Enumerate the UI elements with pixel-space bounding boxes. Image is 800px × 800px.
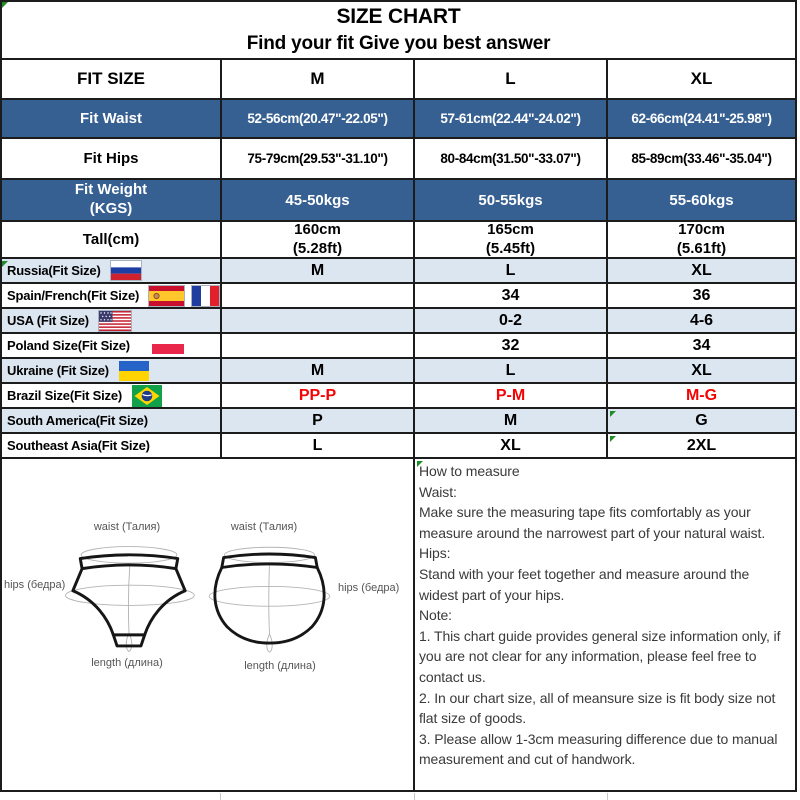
excel-error-marker: [2, 2, 8, 8]
france-flag-icon: [192, 285, 220, 306]
poland-flag-icon: [151, 337, 184, 354]
panty-front-diagram: [65, 546, 195, 652]
weight-m: 45-50kgs: [222, 180, 415, 220]
page-title: SIZE CHART: [336, 5, 461, 28]
excel-error-marker: [610, 411, 616, 417]
country-label: Poland Size(Fit Size): [7, 338, 130, 353]
country-label: Russia(Fit Size): [7, 263, 101, 278]
excel-error-marker: [417, 461, 423, 467]
header-fit-size: FIT SIZE: [2, 60, 222, 98]
fit-hips-row: Fit Hips 75-79cm(29.53"-31.10") 80-84cm(…: [2, 139, 795, 180]
country-value: P-M: [415, 384, 608, 407]
row-label: Fit Waist: [2, 100, 222, 137]
row-label: Fit Weight (KGS): [2, 180, 222, 220]
country-label: Brazil Size(Fit Size): [7, 388, 122, 403]
country-value: XL: [415, 434, 608, 457]
country-value: 32: [415, 334, 608, 357]
country-row-south-america: South America(Fit Size) P M G: [2, 409, 795, 434]
country-row-southeast-asia: Southeast Asia(Fit Size) L XL 2XL: [2, 434, 795, 459]
header-size-l: L: [415, 60, 608, 98]
country-value: L: [415, 259, 608, 282]
hips-m: 75-79cm(29.53"-31.10"): [222, 139, 415, 178]
length-label-back: length (длина): [244, 660, 316, 672]
panty-back-diagram: [208, 546, 331, 653]
gridline: [607, 793, 608, 800]
fit-weight-row: Fit Weight (KGS) 45-50kgs 50-55kgs 55-60…: [2, 180, 795, 222]
excel-error-marker: [2, 261, 8, 267]
header-size-xl: XL: [690, 69, 713, 88]
country-label: Spain/French(Fit Size): [7, 288, 140, 303]
country-label: Ukraine (Fit Size): [7, 363, 109, 378]
country-label: South America(Fit Size): [7, 413, 148, 428]
country-value: XL: [691, 361, 712, 379]
country-value: 34: [692, 336, 711, 354]
header-size-m: M: [222, 60, 415, 98]
page-subtitle: Find your fit Give you best answer: [246, 33, 551, 54]
country-row-brazil: Brazil Size(Fit Size) PP-P P-M M-G: [2, 384, 795, 409]
gridline: [414, 793, 415, 800]
row-label: Fit Hips: [2, 139, 222, 178]
country-value: L: [415, 359, 608, 382]
fit-waist-row: Fit Waist 52-56cm(20.47"-22.05") 57-61cm…: [2, 100, 795, 139]
hips-xl: 85-89cm(33.46"-35.04"): [631, 151, 772, 166]
country-value: P: [222, 409, 415, 432]
country-value: M: [222, 259, 415, 282]
country-value: 0-2: [415, 309, 608, 332]
country-label: USA (Fit Size): [7, 313, 89, 328]
spain-flag-icon: [149, 285, 185, 306]
tall-m: 160cm (5.28ft): [222, 222, 415, 257]
country-value: [222, 284, 415, 307]
ukraine-flag-icon: [118, 360, 149, 381]
bottom-section: waist (Талия) waist (Талия): [2, 459, 795, 792]
measure-diagram-cell: waist (Талия) waist (Талия): [2, 459, 415, 790]
russia-flag-icon: [110, 261, 141, 280]
title-block: SIZE CHART Find your fit Give you best a…: [2, 2, 795, 60]
header-row: FIT SIZE M L XL: [2, 60, 795, 100]
country-label: Southeast Asia(Fit Size): [7, 438, 150, 453]
hips-label-front: hips (бедра): [4, 579, 66, 591]
country-value: [222, 334, 415, 357]
waist-m: 52-56cm(20.47"-22.05"): [222, 100, 415, 137]
country-value: L: [222, 434, 415, 457]
country-row-poland: Poland Size(Fit Size) 32 34: [2, 334, 795, 359]
how-to-measure-text: How to measure Waist: Make sure the meas…: [419, 463, 781, 768]
country-value: [222, 309, 415, 332]
country-row-usa: USA (Fit Size) 0-2: [2, 309, 795, 334]
country-value: M: [415, 409, 608, 432]
country-row-russia: Russia(Fit Size) M L XL: [2, 259, 795, 284]
waist-label-back: waist (Талия): [230, 521, 298, 533]
country-row-ukraine: Ukraine (Fit Size) M L XL: [2, 359, 795, 384]
gridline: [220, 793, 221, 800]
country-value: XL: [691, 261, 712, 279]
tall-xl: 170cm (5.61ft): [676, 222, 727, 257]
country-value: 2XL: [686, 436, 717, 454]
brazil-flag-icon: [132, 384, 162, 407]
waist-l: 57-61cm(22.44"-24.02"): [415, 100, 608, 137]
tall-l: 165cm (5.45ft): [415, 222, 608, 257]
excel-error-marker: [610, 436, 616, 442]
country-row-spain-french: Spain/French(Fit Size) 34 36: [2, 284, 795, 309]
country-value: G: [695, 411, 708, 429]
waist-label-front: waist (Талия): [93, 521, 161, 533]
country-value: 34: [415, 284, 608, 307]
length-label-front: length (длина): [91, 657, 163, 669]
country-value: M-G: [685, 386, 718, 404]
country-value: 36: [692, 286, 711, 304]
country-value: PP-P: [222, 384, 415, 407]
country-value: 4-6: [689, 311, 714, 329]
tall-row: Tall(cm) 160cm (5.28ft) 165cm (5.45ft) 1…: [2, 222, 795, 259]
hips-label-back: hips (бедра): [338, 582, 400, 594]
usa-flag-icon: [98, 310, 131, 331]
weight-xl: 55-60kgs: [669, 191, 734, 209]
country-value: M: [222, 359, 415, 382]
row-label: Tall(cm): [2, 222, 222, 257]
weight-l: 50-55kgs: [415, 180, 608, 220]
waist-xl: 62-66cm(24.41"-25.98"): [631, 111, 772, 126]
hips-l: 80-84cm(31.50"-33.07"): [415, 139, 608, 178]
